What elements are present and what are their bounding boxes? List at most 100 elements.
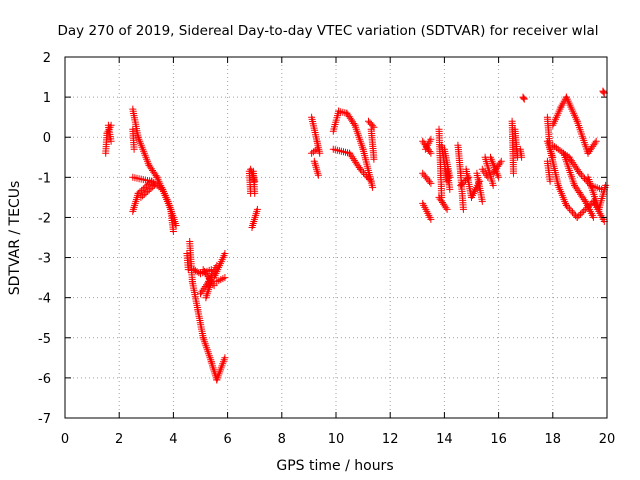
data-point bbox=[360, 169, 367, 177]
data-point bbox=[443, 177, 451, 185]
data-point bbox=[570, 210, 578, 218]
data-point bbox=[169, 228, 177, 235]
data-point bbox=[151, 180, 159, 188]
data-point bbox=[427, 179, 435, 187]
data-point bbox=[130, 145, 138, 153]
x-tick-label: 20 bbox=[599, 432, 616, 447]
data-point bbox=[520, 95, 528, 103]
x-tick-label: 12 bbox=[382, 432, 399, 447]
data-point bbox=[589, 213, 597, 221]
data-point bbox=[363, 172, 371, 180]
data-point bbox=[443, 205, 451, 213]
data-point bbox=[552, 144, 560, 152]
data-point bbox=[581, 205, 589, 213]
data-point bbox=[600, 88, 608, 96]
x-tick-label: 0 bbox=[61, 432, 69, 447]
data-point bbox=[585, 202, 593, 210]
x-tick-labels: 0 2 4 6 8 10 12 14 16 18 20 bbox=[61, 432, 615, 447]
data-point bbox=[568, 157, 575, 165]
data-point bbox=[562, 201, 570, 209]
y-tick-label: -6 bbox=[38, 372, 51, 387]
data-point bbox=[150, 179, 157, 187]
data-point bbox=[309, 148, 317, 156]
data-point bbox=[580, 196, 588, 204]
data-point bbox=[253, 205, 261, 213]
data-point bbox=[349, 155, 357, 163]
y-axis-label: SDTVAR / TECUs bbox=[7, 181, 23, 296]
data-point bbox=[361, 171, 369, 178]
data-point bbox=[586, 201, 594, 209]
data-point bbox=[200, 284, 208, 292]
data-point bbox=[138, 186, 146, 194]
data-point bbox=[458, 180, 466, 188]
data-point bbox=[203, 271, 211, 279]
data-point bbox=[591, 139, 599, 147]
data-point bbox=[567, 207, 575, 215]
x-tick-label: 2 bbox=[115, 432, 123, 447]
data-point bbox=[565, 205, 573, 213]
data-point bbox=[426, 178, 433, 186]
data-point bbox=[575, 212, 583, 220]
data-point bbox=[495, 173, 503, 181]
x-tick-label: 14 bbox=[436, 432, 453, 447]
data-point bbox=[144, 187, 152, 195]
plot-frame bbox=[64, 56, 608, 419]
x-axis-label: GPS time / hours bbox=[276, 458, 393, 474]
data-point bbox=[366, 176, 374, 184]
data-point bbox=[354, 162, 362, 170]
data-point bbox=[556, 147, 564, 155]
data-point bbox=[518, 153, 526, 161]
data-point bbox=[152, 172, 160, 180]
data-point bbox=[358, 167, 366, 175]
data-point bbox=[581, 175, 588, 182]
chart-title: Day 270 of 2019, Sidereal Day-to-day VTE… bbox=[58, 23, 599, 39]
data-point bbox=[137, 193, 145, 201]
data-point bbox=[364, 174, 372, 182]
x-tick-label: 18 bbox=[545, 432, 562, 447]
data-point bbox=[575, 189, 583, 196]
data-point bbox=[145, 186, 153, 194]
data-point bbox=[574, 187, 582, 195]
data-point bbox=[348, 153, 356, 161]
data-point bbox=[356, 165, 364, 173]
data-point bbox=[554, 145, 562, 153]
data-point bbox=[569, 208, 576, 216]
data-point bbox=[139, 192, 147, 200]
y-tick-label: 2 bbox=[43, 51, 51, 66]
data-point bbox=[369, 183, 377, 191]
data-point bbox=[571, 162, 579, 170]
data-point bbox=[134, 189, 142, 197]
x-tick-label: 4 bbox=[169, 432, 177, 447]
data-point bbox=[249, 167, 257, 175]
y-tick-labels: 2 1 0 -1 -2 -3 -4 -5 -6 -7 bbox=[38, 51, 51, 427]
data-point bbox=[367, 177, 375, 185]
data-point bbox=[573, 213, 581, 221]
data-point bbox=[573, 185, 581, 193]
x-tick-label: 6 bbox=[223, 432, 231, 447]
data-point bbox=[427, 135, 435, 143]
data-point bbox=[136, 188, 144, 196]
data-point bbox=[442, 204, 450, 212]
data-point bbox=[140, 190, 148, 198]
data-point bbox=[457, 181, 465, 189]
data-point bbox=[578, 209, 586, 217]
data-point bbox=[602, 181, 610, 189]
data-point bbox=[564, 203, 572, 211]
x-tick-label: 8 bbox=[278, 432, 286, 447]
data-point bbox=[144, 180, 152, 188]
data-point bbox=[369, 122, 377, 130]
data-point bbox=[551, 143, 559, 151]
data-points-layer bbox=[102, 87, 610, 384]
y-tick-label: 0 bbox=[43, 131, 51, 146]
data-point bbox=[592, 137, 600, 145]
y-tick-label: -4 bbox=[38, 292, 51, 307]
data-point bbox=[569, 159, 577, 167]
data-point bbox=[496, 159, 504, 167]
data-point bbox=[576, 169, 584, 177]
data-point bbox=[579, 194, 587, 202]
y-tick-label: -1 bbox=[38, 171, 51, 186]
data-point bbox=[221, 354, 229, 362]
